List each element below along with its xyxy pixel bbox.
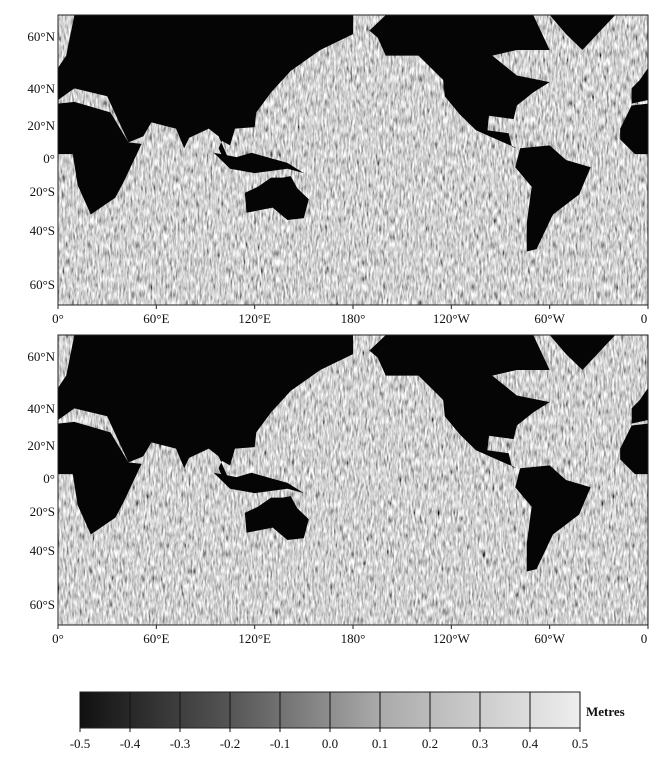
lon-label: 60°E bbox=[143, 631, 169, 646]
lat-label: 20°N bbox=[27, 438, 55, 453]
lat-label: 60°N bbox=[27, 29, 55, 44]
lon-label: 120°E bbox=[238, 311, 271, 326]
lon-label: 120°E bbox=[238, 631, 271, 646]
colorbar-tick-label: 0.0 bbox=[322, 736, 338, 751]
lat-label: 40°S bbox=[30, 543, 55, 558]
lon-label: 180° bbox=[341, 311, 366, 326]
colorbar-tick-label: 0.1 bbox=[372, 736, 388, 751]
lon-label: 120°W bbox=[433, 311, 471, 326]
lat-label: 20°S bbox=[30, 504, 55, 519]
lon-label: 60°W bbox=[534, 631, 565, 646]
lon-label: 60°W bbox=[534, 311, 565, 326]
lon-label: 0 bbox=[641, 311, 648, 326]
lat-label: 0° bbox=[43, 471, 55, 486]
colorbar-tick-label: -0.3 bbox=[170, 736, 191, 751]
colorbar-tick-label: 0.3 bbox=[472, 736, 488, 751]
colorbar-tick-label: 0.2 bbox=[422, 736, 438, 751]
lat-label: 60°N bbox=[27, 349, 55, 364]
figure: 60°N 40°N 20°N 0° 20°S 40°S 60°S 0° 60°E 120°E 180… bbox=[0, 0, 653, 758]
lon-label: 0 bbox=[641, 631, 648, 646]
lat-label: 0° bbox=[43, 151, 55, 166]
lon-label: 60°E bbox=[143, 311, 169, 326]
lat-label: 40°N bbox=[27, 401, 55, 416]
lon-label: 120°W bbox=[433, 631, 471, 646]
lon-label: 180° bbox=[341, 631, 366, 646]
lon-label: 0° bbox=[52, 631, 64, 646]
lat-label: 40°N bbox=[27, 81, 55, 96]
map-panel bbox=[30, 335, 653, 625]
lat-label: 20°S bbox=[30, 184, 55, 199]
lat-label: 60°S bbox=[30, 277, 55, 292]
lat-label: 60°S bbox=[30, 597, 55, 612]
colorbar-tick-label: -0.2 bbox=[220, 736, 241, 751]
colorbar-tick-label: 0.5 bbox=[572, 736, 588, 751]
colorbar-tick-label: -0.4 bbox=[120, 736, 141, 751]
colorbar-label: Metres bbox=[586, 704, 625, 719]
lat-label: 20°N bbox=[27, 118, 55, 133]
colorbar-tick-label: -0.5 bbox=[70, 736, 91, 751]
map-panel bbox=[30, 15, 653, 305]
lat-label: 40°S bbox=[30, 223, 55, 238]
colorbar-tick-label: -0.1 bbox=[270, 736, 291, 751]
colorbar-tick-label: 0.4 bbox=[522, 736, 539, 751]
lon-label: 0° bbox=[52, 311, 64, 326]
